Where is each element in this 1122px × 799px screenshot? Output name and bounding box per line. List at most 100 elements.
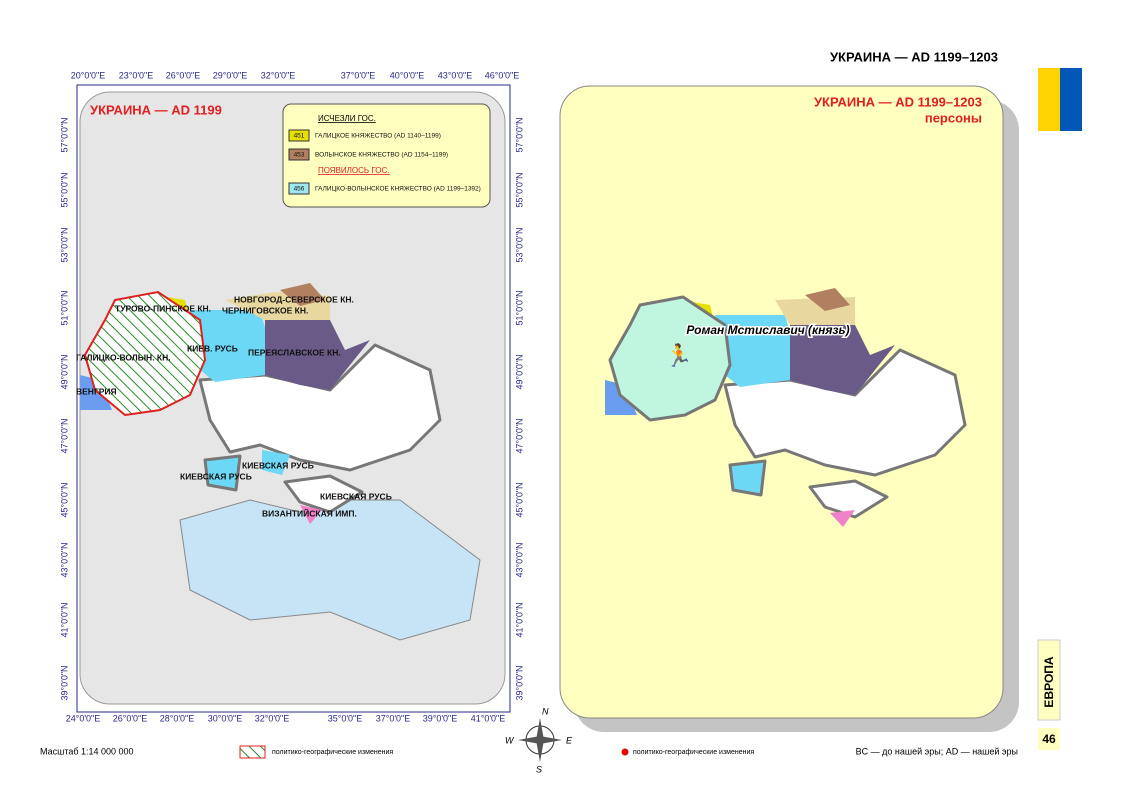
lat-tick-right: 53°0'0"N (514, 227, 524, 262)
lon-tick-top: 20°0'0"E (71, 70, 106, 80)
legend-code: 453 (294, 152, 305, 159)
lat-tick-right: 43°0'0"N (514, 542, 524, 577)
scale: Масштаб 1:14 000 000 (40, 746, 134, 756)
lon-tick-bottom: 32°0'0"E (255, 713, 290, 723)
lat-tick-left: 49°0'0"N (59, 354, 69, 389)
black-sea (179, 499, 481, 641)
kiev-rus-s (728, 459, 767, 497)
legend (282, 103, 491, 208)
kiev-rus-s (203, 454, 242, 492)
person-icon: 🏃 (665, 343, 692, 368)
lon-tick-bottom: 28°0'0"E (160, 713, 195, 723)
lat-tick-left: 53°0'0"N (59, 227, 69, 262)
galicia-volhynia (608, 295, 732, 422)
legend-swatch (288, 182, 310, 195)
lat-tick-left: 57°0'0"N (59, 117, 69, 152)
novgorod-seversk (280, 283, 325, 306)
compass-e: E (566, 735, 573, 745)
flag-yellow (1038, 68, 1060, 131)
region-label: КИЕВ. РУСЬ (187, 343, 238, 353)
lat-tick-left: 51°0'0"N (59, 290, 69, 325)
lon-tick-top: 23°0'0"E (119, 70, 154, 80)
region-label: НОВГОРОД-СЕВЕРСКОЕ КН. (234, 294, 354, 304)
lon-tick-bottom: 24°0'0"E (66, 713, 101, 723)
lat-tick-right: 47°0'0"N (514, 418, 524, 453)
lon-tick-bottom: 30°0'0"E (208, 713, 243, 723)
legend-heading: ПОЯВИЛОСЬ ГОС. (318, 166, 390, 175)
region-label: КИЕВСКАЯ РУСЬ (242, 460, 314, 470)
region-label: ТУРОВО-ПИНСКОЕ КН. (115, 303, 211, 313)
lon-tick-top: 26°0'0"E (166, 70, 201, 80)
lon-tick-top: 43°0'0"E (438, 70, 473, 80)
dot-swatch (621, 748, 629, 756)
crimea (808, 479, 889, 519)
lat-tick-right: 51°0'0"N (514, 290, 524, 325)
compass-n: N (542, 706, 549, 716)
lat-tick-right: 39°0'0"N (514, 665, 524, 700)
flag-blue (1060, 68, 1082, 131)
compass-w: W (505, 735, 515, 745)
region-label: ГАЛИЦКО-ВОЛЫН. КН. (76, 352, 171, 362)
kiev-rus-e (262, 450, 290, 475)
lon-tick-bottom: 37°0'0"E (376, 713, 411, 723)
legend-label: ВОЛЫНСКОЕ КНЯЖЕСТВО (AD 1154–1199) (315, 152, 448, 159)
legend-heading: ИСЧЕЗЛИ ГОС. (318, 114, 376, 123)
compass: N W E S (505, 706, 573, 774)
legend-code: 456 (294, 186, 305, 193)
lat-tick-left: 43°0'0"N (59, 542, 69, 577)
hatch-legend: политико-географические изменения (272, 749, 393, 756)
lat-tick-right: 49°0'0"N (514, 354, 524, 389)
lat-tick-left: 41°0'0"N (59, 602, 69, 637)
lon-tick-top: 32°0'0"E (261, 70, 296, 80)
byzantine (830, 510, 855, 527)
compass-s: S (536, 764, 542, 774)
kiev-rus (715, 315, 795, 387)
hungary (80, 375, 112, 410)
lat-tick-right: 41°0'0"N (514, 602, 524, 637)
right-map: 🏃 (605, 288, 967, 527)
lat-tick-left: 55°0'0"N (59, 172, 69, 207)
region-label: ПЕРЕЯСЛАВСКОЕ КН. (248, 347, 341, 357)
era-note: BC — до нашей эры; AD — нашей эры (856, 746, 1018, 756)
lon-tick-bottom: 39°0'0"E (423, 713, 458, 723)
legend-swatch (288, 148, 310, 161)
side-region: ЕВРОПА (1042, 656, 1056, 707)
lat-tick-right: 55°0'0"N (514, 172, 524, 207)
lon-tick-top: 29°0'0"E (213, 70, 248, 80)
lat-tick-right: 57°0'0"N (514, 117, 524, 152)
lat-tick-right: 45°0'0"N (514, 482, 524, 517)
region-label: ВЕНГРИЯ (76, 386, 117, 396)
lat-tick-left: 47°0'0"N (59, 418, 69, 453)
hatch-swatch (239, 745, 266, 759)
person-label: Роман Мстиславич (князь) (686, 323, 849, 337)
map-title: УКРАИНА — AD 1199 (90, 102, 222, 117)
lon-tick-bottom: 35°0'0"E (328, 713, 363, 723)
side-box (1037, 639, 1061, 721)
page-title: УКРАИНА — AD 1199–1203 (830, 49, 998, 64)
legend-swatch (288, 129, 310, 142)
legend-code: 451 (294, 133, 305, 140)
galicia-volhynia (83, 290, 207, 417)
lon-tick-bottom: 41°0'0"E (471, 713, 506, 723)
lat-tick-left: 39°0'0"N (59, 665, 69, 700)
lat-tick-left: 45°0'0"N (59, 482, 69, 517)
region-label: ЧЕРНИГОВСКОЕ КН. (222, 305, 308, 315)
pereyaslav (790, 325, 895, 395)
panel-subtitle: персоны (925, 110, 982, 125)
page-number: 46 (1042, 732, 1056, 746)
lon-tick-top: 40°0'0"E (390, 70, 425, 80)
page-box (1038, 728, 1060, 750)
legend-label: ГАЛИЦКОЕ КНЯЖЕСТВО (AD 1140–1199) (315, 133, 441, 140)
byzantine (300, 505, 322, 524)
crimea (283, 474, 364, 514)
region-label: КИЕВСКАЯ РУСЬ (180, 471, 252, 481)
region-label: ВИЗАНТИЙСКАЯ ИМП. (262, 507, 357, 518)
legend-label: ГАЛИЦКО-ВОЛЫНСКОЕ КНЯЖЕСТВО (AD 1199–139… (315, 186, 481, 193)
pereyaslav (265, 320, 370, 390)
novgorod-seversk (805, 288, 850, 311)
region-label: КИЕВСКАЯ РУСЬ (320, 491, 392, 501)
kiev-rus (190, 310, 270, 382)
lon-tick-bottom: 26°0'0"E (113, 713, 148, 723)
lon-tick-top: 37°0'0"E (341, 70, 376, 80)
